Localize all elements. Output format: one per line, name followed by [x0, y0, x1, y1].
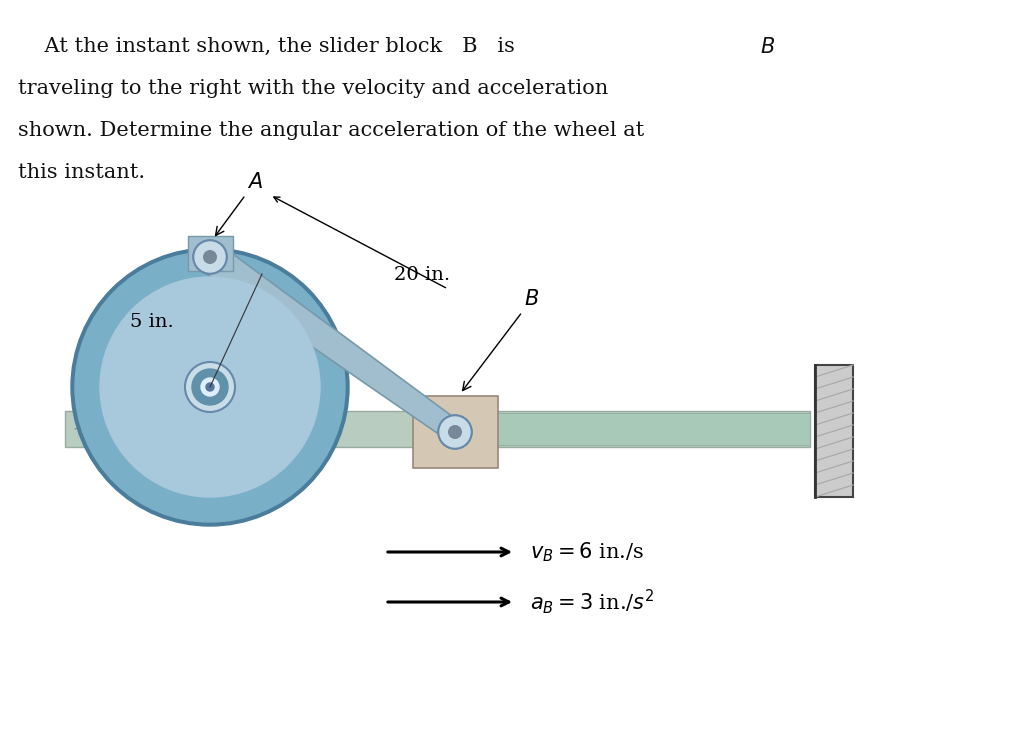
Circle shape	[193, 240, 227, 274]
Bar	[65, 411, 810, 447]
Circle shape	[204, 251, 216, 263]
Text: 20 in.: 20 in.	[393, 266, 450, 284]
Circle shape	[438, 415, 472, 449]
Circle shape	[185, 362, 235, 412]
Text: shown. Determine the angular acceleration of the wheel at: shown. Determine the angular acceleratio…	[18, 121, 644, 140]
Circle shape	[438, 415, 472, 449]
Circle shape	[204, 251, 216, 263]
Polygon shape	[201, 244, 461, 441]
Circle shape	[195, 242, 225, 272]
Circle shape	[440, 417, 470, 447]
Text: traveling to the right with the velocity and acceleration: traveling to the right with the velocity…	[18, 79, 609, 98]
Bar	[412, 396, 497, 468]
Circle shape	[449, 426, 461, 438]
Text: 5 in.: 5 in.	[130, 313, 174, 331]
Circle shape	[449, 426, 461, 438]
Circle shape	[75, 252, 345, 522]
Text: At the instant shown, the slider block   B   is: At the instant shown, the slider block B…	[18, 37, 515, 56]
Text: $B$: $B$	[462, 289, 540, 391]
Text: $v_B = 6$ in./s: $v_B = 6$ in./s	[530, 540, 644, 564]
Circle shape	[71, 248, 349, 526]
Bar	[495, 413, 810, 445]
Bar	[187, 236, 233, 271]
Circle shape	[206, 383, 214, 391]
Circle shape	[192, 369, 228, 405]
Bar	[815, 365, 853, 497]
Circle shape	[201, 378, 219, 396]
Circle shape	[195, 242, 225, 272]
Circle shape	[440, 417, 470, 447]
Circle shape	[100, 277, 320, 497]
Text: this instant.: this instant.	[18, 163, 145, 182]
Circle shape	[193, 240, 227, 274]
Text: $a_B = 3$ in./$s^2$: $a_B = 3$ in./$s^2$	[530, 588, 654, 616]
Text: $A$: $A$	[215, 172, 263, 235]
Text: $B$: $B$	[760, 37, 775, 57]
